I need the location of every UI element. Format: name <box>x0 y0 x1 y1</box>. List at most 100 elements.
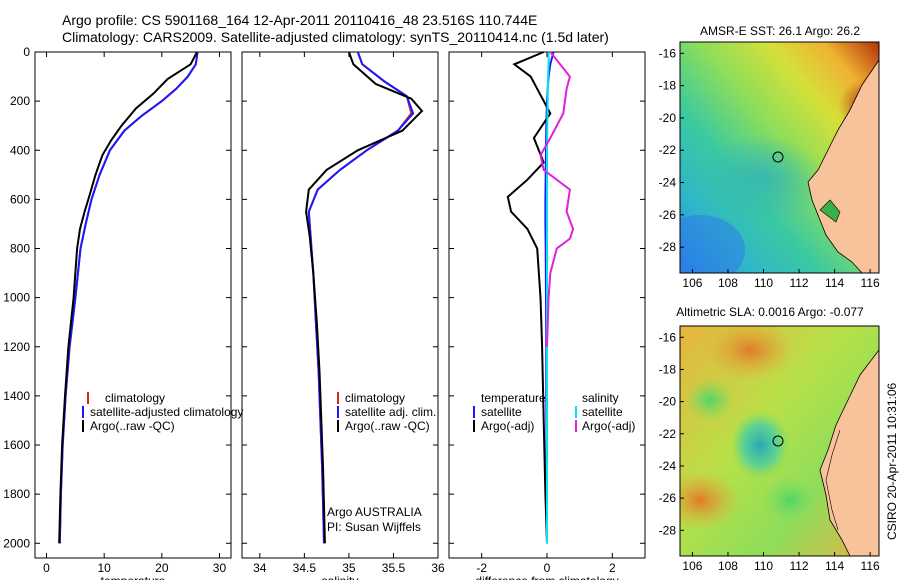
sla-map <box>680 326 879 556</box>
legend-label-climatology: climatology <box>105 391 165 405</box>
salinity-panel: 34 34.5 35 35.5 36 salinity <box>241 51 445 580</box>
temperature-legend: climatology satellite-adjusted climatolo… <box>82 391 243 433</box>
x-tick-label: 35.5 <box>382 561 406 575</box>
argo-program-label: Argo AUSTRALIA <box>327 505 422 519</box>
series-line <box>506 51 552 544</box>
argo-pi-label: PI: Susan Wijffels <box>327 520 421 534</box>
x-axis-label: salinity <box>322 574 359 580</box>
map-y-tick-label: -18 <box>659 79 677 93</box>
y-tick-label: 200 <box>10 94 30 108</box>
legend-label-sal-satellite: satellite <box>582 405 623 419</box>
map-y-tick-label: -22 <box>659 427 677 441</box>
map-y-tick-label: -16 <box>659 46 677 60</box>
map-y-tick-label: -22 <box>659 143 677 157</box>
sla-map-title: Altimetric SLA: 0.0016 Argo: -0.077 <box>676 305 864 319</box>
legend-label-argo: Argo(..raw -QC) <box>90 419 175 433</box>
x-tick-label: 35 <box>342 561 356 575</box>
x-tick-label: 36 <box>431 561 445 575</box>
sla-green-patch <box>685 378 735 422</box>
map-y-tick-label: -20 <box>659 395 677 409</box>
sst-map-axes: 106 108 110 112 114 116 -16 -18 -20 -22 -24 -26 -28 <box>659 41 880 290</box>
temperature-panel: 0 10 20 30 0 200 400 600 800 1000 1200 1400 1600 1800… <box>3 45 232 580</box>
map-y-tick-label: -16 <box>659 330 677 344</box>
map-y-tick-label: -18 <box>659 362 677 376</box>
x-tick-label: 2 <box>609 561 616 575</box>
y-tick-label: 0 <box>23 45 30 59</box>
sst-map-title: AMSR-E SST: 26.1 Argo: 26.2 <box>700 24 860 38</box>
sst-argo-marker <box>772 151 784 163</box>
map-x-tick-label: 114 <box>825 559 844 573</box>
series-line <box>307 51 415 544</box>
series-line <box>58 51 199 544</box>
figure-title: Argo profile: CS 5901168_164 12-Apr-2011… <box>62 12 537 28</box>
plot-frame <box>34 51 232 559</box>
legend-label-satellite: satellite-adjusted climatology <box>90 405 243 419</box>
difference-panel: -2 0 2difference from climatology <box>448 51 646 580</box>
y-tick-label: 400 <box>10 143 30 157</box>
map-y-tick-label: -28 <box>659 240 677 254</box>
series-line <box>539 51 575 347</box>
x-tick-label: 34.5 <box>293 561 317 575</box>
map-y-tick-label: -28 <box>659 523 677 537</box>
legend-label-satellite: satellite adj. clim. <box>345 405 436 419</box>
map-x-tick-label: 108 <box>718 276 738 290</box>
legend-label-temp-argo: Argo(-adj) <box>481 419 534 433</box>
x-tick-label: 10 <box>97 561 111 575</box>
sla-land-mask <box>819 349 879 556</box>
sla-orange-patch-2 <box>680 470 740 530</box>
map-x-tick-label: 106 <box>682 559 702 573</box>
map-x-tick-label: 110 <box>754 559 773 573</box>
y-tick-label: 1800 <box>3 487 30 501</box>
map-x-tick-label: 112 <box>789 276 808 290</box>
map-x-tick-label: 116 <box>861 276 880 290</box>
salinity-legend: climatology satellite adj. clim. Argo(..… <box>327 391 436 534</box>
timestamp-label: CSIRO 20-Apr-2011 10:31:06 <box>885 382 899 540</box>
y-tick-label: 2000 <box>3 536 30 550</box>
legend-label-argo: Argo(..raw -QC) <box>345 419 430 433</box>
sla-cyan-patch <box>730 410 790 480</box>
sla-map-axes: 106 108 110 112 114 116 -16 -18 -20 -22 -24 -26 -28 <box>659 325 880 573</box>
legend-label-temp-satellite: satellite <box>481 405 522 419</box>
map-x-tick-label: 108 <box>718 559 738 573</box>
legend-label-temperature: temperature <box>481 391 546 405</box>
series-line <box>307 51 413 544</box>
sst-cool-patch <box>695 135 825 225</box>
y-tick-label: 800 <box>10 242 30 256</box>
legend-label-salinity: salinity <box>582 391 619 405</box>
map-y-tick-label: -24 <box>659 459 677 473</box>
y-tick-label: 1400 <box>3 389 30 403</box>
series-line <box>305 51 424 544</box>
y-tick-label: 600 <box>10 192 30 206</box>
sla-orange-patch <box>705 326 795 380</box>
map-x-tick-label: 110 <box>754 276 773 290</box>
map-y-tick-label: -24 <box>659 176 677 190</box>
x-axis-label: difference from climatology <box>475 574 618 580</box>
legend-label-climatology: climatology <box>345 391 405 405</box>
series-line <box>546 52 550 544</box>
plot-frame <box>241 51 439 559</box>
y-tick-label: 1200 <box>3 340 30 354</box>
x-tick-label: 20 <box>155 561 169 575</box>
y-tick-label: 1000 <box>3 291 30 305</box>
y-tick-label: 1600 <box>3 438 30 452</box>
x-tick-label: 0 <box>544 561 551 575</box>
x-tick-label: 30 <box>213 561 227 575</box>
series-line <box>58 51 198 544</box>
difference-legend: temperature satellite Argo(-adj) salinit… <box>473 391 635 433</box>
sla-isobath <box>825 429 841 531</box>
map-y-tick-label: -26 <box>659 491 677 505</box>
map-x-tick-label: 116 <box>861 559 880 573</box>
map-x-tick-label: 112 <box>789 559 808 573</box>
map-frame <box>679 41 880 274</box>
map-x-tick-label: 106 <box>682 276 702 290</box>
sst-land-mask <box>807 59 879 273</box>
sla-argo-marker <box>772 435 784 447</box>
sla-green-patch-2 <box>762 476 818 524</box>
map-x-tick-label: 114 <box>825 276 844 290</box>
figure-subtitle: Climatology: CARS2009. Satellite-adjuste… <box>62 29 609 45</box>
x-axis-label: temperature <box>101 574 166 580</box>
x-tick-label: 0 <box>43 561 50 575</box>
map-y-tick-label: -20 <box>659 111 677 125</box>
x-tick-label: -2 <box>476 561 487 575</box>
